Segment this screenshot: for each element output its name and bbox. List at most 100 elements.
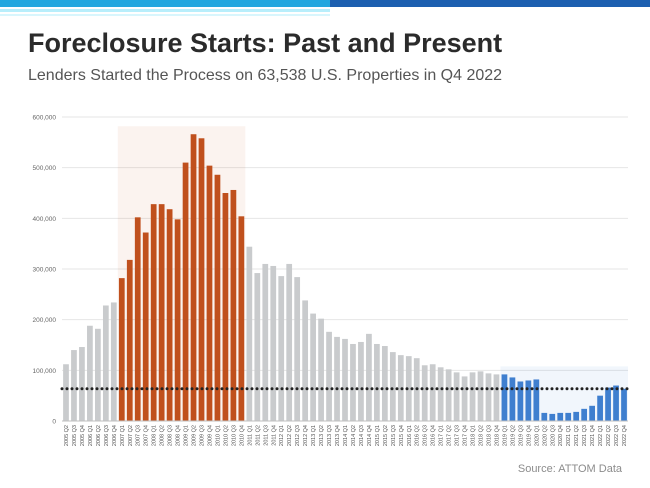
bar bbox=[525, 380, 532, 421]
x-tick-label: 2021 Q4 bbox=[590, 425, 596, 446]
x-tick-label: 2021 Q2 bbox=[574, 425, 580, 446]
x-tick-label: 2012 Q2 bbox=[287, 425, 293, 446]
x-tick-label: 2005 Q4 bbox=[80, 425, 86, 446]
bar bbox=[262, 263, 269, 421]
x-tick-label: 2022 Q3 bbox=[614, 425, 620, 446]
x-tick-label: 2013 Q2 bbox=[319, 425, 325, 446]
bar bbox=[206, 165, 213, 421]
x-tick-label: 2021 Q1 bbox=[566, 425, 572, 446]
x-tick-label: 2014 Q4 bbox=[367, 425, 373, 446]
x-tick-label: 2017 Q4 bbox=[463, 425, 469, 446]
bar bbox=[158, 204, 165, 421]
x-tick-label: 2005 Q2 bbox=[64, 425, 70, 446]
x-tick-label: 2019 Q1 bbox=[502, 425, 508, 446]
x-tick-label: 2007 Q3 bbox=[136, 425, 142, 446]
y-tick-label: 0 bbox=[52, 419, 56, 426]
x-tick-label: 2008 Q2 bbox=[160, 425, 166, 446]
bar bbox=[358, 341, 364, 421]
bar bbox=[294, 277, 301, 421]
x-tick-label: 2016 Q3 bbox=[423, 425, 429, 446]
bar bbox=[461, 376, 468, 421]
reference-line-layer bbox=[60, 387, 630, 422]
x-tick-label: 2020 Q1 bbox=[534, 425, 540, 446]
bar bbox=[533, 379, 540, 421]
bar bbox=[63, 364, 69, 421]
y-tick-label: 300,000 bbox=[33, 267, 57, 274]
x-tick-label: 2017 Q2 bbox=[447, 425, 453, 446]
top-band-light-thin bbox=[0, 14, 330, 16]
bar bbox=[509, 377, 516, 421]
bar bbox=[437, 367, 444, 421]
x-tick-label: 2022 Q1 bbox=[598, 425, 604, 446]
x-tick-label: 2022 Q2 bbox=[606, 425, 612, 446]
x-tick-label: 2015 Q3 bbox=[391, 425, 397, 446]
x-tick-label: 2015 Q4 bbox=[399, 425, 405, 446]
bar bbox=[597, 395, 603, 421]
bar bbox=[493, 374, 500, 421]
x-tick-label: 2006 Q2 bbox=[96, 425, 102, 446]
bar bbox=[182, 162, 189, 421]
bar bbox=[310, 313, 316, 421]
x-tick-label: 2012 Q4 bbox=[303, 425, 309, 446]
x-tick-label: 2017 Q1 bbox=[439, 425, 445, 446]
x-tick-label: 2020 Q4 bbox=[558, 425, 564, 446]
x-tick-label: 2014 Q1 bbox=[343, 425, 349, 446]
x-tick-label: 2009 Q3 bbox=[200, 425, 206, 446]
bar bbox=[366, 333, 372, 421]
x-tick-label: 2009 Q4 bbox=[207, 425, 213, 446]
x-tick-label: 2007 Q1 bbox=[120, 425, 126, 446]
bar bbox=[142, 232, 149, 421]
bar bbox=[541, 412, 548, 421]
x-tick-label: 2018 Q2 bbox=[479, 425, 485, 446]
bar bbox=[318, 318, 324, 421]
bar bbox=[166, 209, 173, 421]
x-tick-label: 2007 Q2 bbox=[128, 425, 134, 446]
x-tick-label: 2010 Q3 bbox=[231, 425, 237, 446]
bar bbox=[134, 217, 141, 421]
bar bbox=[485, 373, 492, 421]
bar bbox=[79, 347, 85, 421]
x-tick-label: 2018 Q3 bbox=[486, 425, 492, 446]
x-tick-label: 2006 Q3 bbox=[104, 425, 110, 446]
bar bbox=[517, 381, 524, 421]
bar bbox=[102, 305, 109, 421]
bar bbox=[613, 385, 619, 421]
x-tick-label: 2016 Q1 bbox=[407, 425, 413, 446]
x-tick-label: 2010 Q1 bbox=[215, 425, 221, 446]
x-tick-label: 2011 Q4 bbox=[271, 425, 277, 446]
bar bbox=[350, 343, 356, 421]
bar bbox=[565, 412, 572, 421]
chart-title: Foreclosure Starts: Past and Present bbox=[28, 28, 503, 58]
x-tick-label: 2011 Q2 bbox=[255, 425, 261, 446]
chart-subtitle: Lenders Started the Process on 63,538 U.… bbox=[28, 67, 503, 84]
x-tick-label: 2006 Q1 bbox=[88, 425, 94, 446]
x-tick-label: 2013 Q3 bbox=[327, 425, 333, 446]
x-tick-label: 2012 Q3 bbox=[295, 425, 301, 446]
x-tick-label: 2010 Q2 bbox=[223, 425, 229, 446]
bar bbox=[605, 387, 611, 421]
y-tick-label: 600,000 bbox=[33, 115, 57, 122]
bar bbox=[214, 174, 221, 421]
bar bbox=[270, 265, 277, 421]
y-tick-label: 400,000 bbox=[33, 216, 57, 223]
bar bbox=[222, 193, 229, 421]
bar bbox=[238, 216, 245, 421]
x-tick-label: 2014 Q2 bbox=[351, 425, 357, 446]
x-tick-label: 2017 Q3 bbox=[455, 425, 461, 446]
x-tick-label: 2019 Q3 bbox=[518, 425, 524, 446]
bar bbox=[421, 365, 428, 421]
x-tick-label: 2008 Q1 bbox=[152, 425, 158, 446]
source-note: Source: ATTOM Data bbox=[517, 463, 622, 475]
x-tick-label: 2020 Q3 bbox=[550, 425, 556, 446]
bar bbox=[286, 263, 293, 421]
bar bbox=[374, 343, 380, 421]
bar bbox=[95, 328, 101, 421]
y-tick-label: 100,000 bbox=[33, 368, 57, 375]
bar bbox=[549, 413, 556, 421]
x-tick-label: 2005 Q3 bbox=[72, 425, 78, 446]
bar bbox=[405, 356, 412, 421]
x-tick-label: 2020 Q2 bbox=[542, 425, 548, 446]
bar bbox=[381, 346, 388, 421]
x-tick-labels: 2005 Q2 2005 Q3 2005 Q4 2006 Q1 2006 Q2 2006 … bbox=[64, 425, 628, 446]
bar bbox=[118, 278, 125, 421]
